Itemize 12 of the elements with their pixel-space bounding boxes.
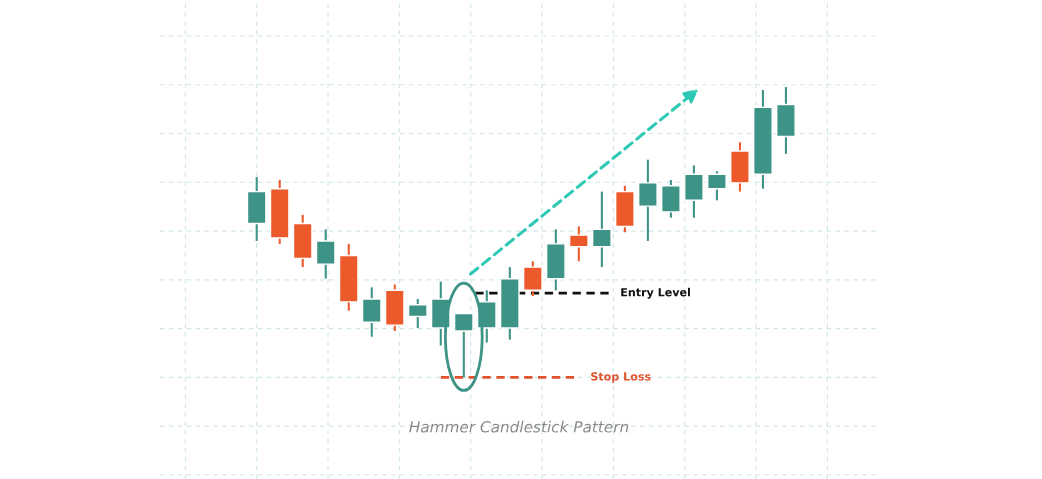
candlestick <box>407 297 428 330</box>
candlestick <box>522 260 543 298</box>
candlestick <box>591 190 612 269</box>
candlestick <box>315 228 336 280</box>
candlestick <box>453 312 474 379</box>
candlestick <box>707 170 727 202</box>
ref-line-label: Stop Loss <box>591 372 651 383</box>
candlestick <box>361 286 382 338</box>
text: Hammer Candlestick Pattern <box>409 420 629 433</box>
candlestick <box>637 158 658 242</box>
ref-line-label: Entry Level <box>621 287 690 299</box>
candlestick <box>568 225 589 263</box>
